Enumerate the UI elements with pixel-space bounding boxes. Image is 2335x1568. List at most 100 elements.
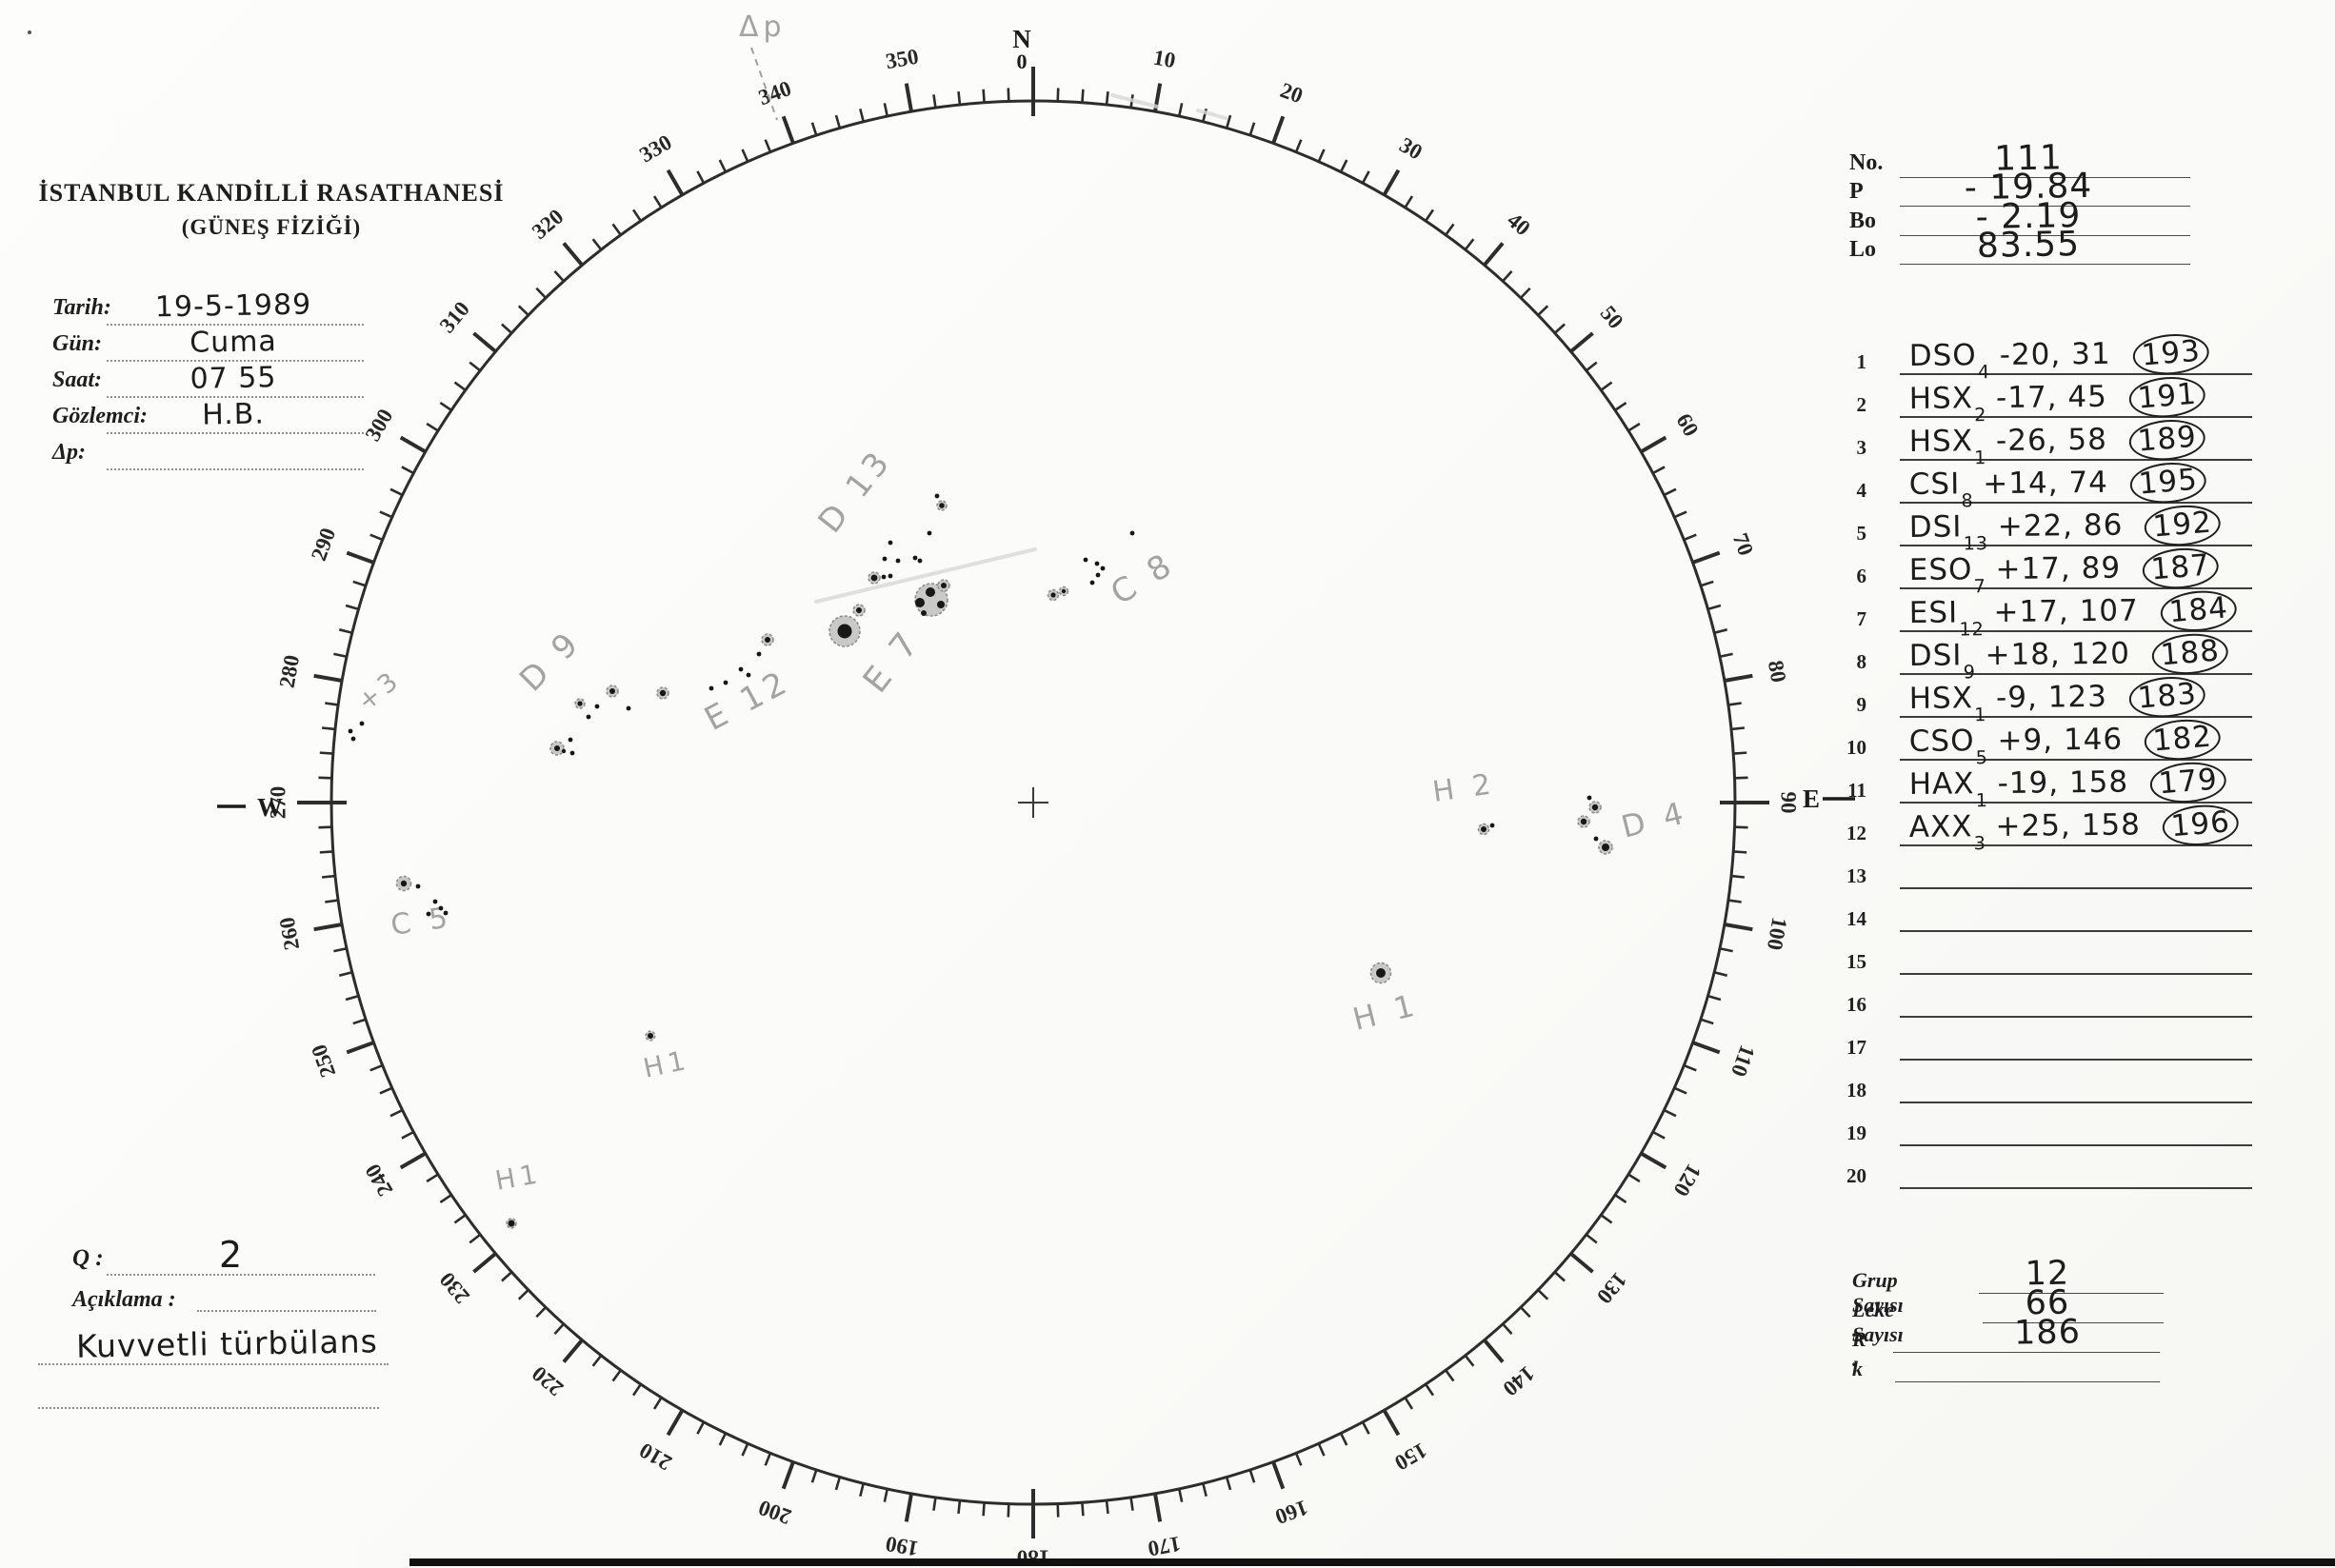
delta-p-leader-line xyxy=(750,47,778,121)
sunspot-dot-C5-2 xyxy=(438,905,444,911)
group-label-H2: H 2 xyxy=(1430,767,1497,809)
form-label-2: Saat: xyxy=(52,367,103,392)
degree-tick-184 xyxy=(982,1502,986,1517)
aciklama-rule xyxy=(197,1310,376,1312)
degree-label-250: 250 xyxy=(307,1042,340,1081)
summary-rule-0 xyxy=(1979,1293,2164,1294)
degree-tick-258 xyxy=(333,946,348,953)
degree-tick-212 xyxy=(652,1397,663,1410)
sunspot-dot-C8-3 xyxy=(1095,572,1101,578)
sunspot-dot-C5-3 xyxy=(426,911,431,917)
degree-tick-292 xyxy=(369,533,384,542)
list-row-number-8: 8 xyxy=(1856,650,1867,673)
list-row-number-12: 12 xyxy=(1846,822,1866,844)
degree-tick-110 xyxy=(1691,1041,1721,1055)
degree-tick-98 xyxy=(1727,899,1742,903)
list-row-number-15: 15 xyxy=(1846,950,1866,973)
group-label-H1-east: H 1 xyxy=(1349,986,1423,1038)
sunspot-dot-D13-8 xyxy=(888,573,893,579)
sunspot-dot-C8-1 xyxy=(1094,561,1100,566)
list-row-rule-5 xyxy=(1900,545,2252,546)
sunspot-umbra-H1-mid-0 xyxy=(648,1033,653,1039)
sunspot-umbra-D4-0 xyxy=(1591,804,1599,811)
department-name: (GÜNEŞ FİZİĞİ) xyxy=(181,215,362,239)
sunspot-umbra-H1-east-0 xyxy=(1376,968,1386,978)
pencil-streak-1 xyxy=(1110,93,1159,109)
degree-tick-232 xyxy=(469,1233,482,1244)
sunspot-dot-D9-1 xyxy=(586,714,591,720)
note-rule xyxy=(38,1363,389,1365)
degree-tick-120 xyxy=(1640,1151,1667,1170)
degree-tick-42 xyxy=(1502,270,1513,283)
list-row-rule-4 xyxy=(1900,502,2252,504)
eph-label-2: Bo xyxy=(1849,208,1877,233)
west-label: W xyxy=(257,793,283,822)
group-label-H1-west: H1 xyxy=(492,1158,544,1197)
group-label-plus3: +3 xyxy=(352,665,408,718)
degree-tick-226 xyxy=(517,1289,529,1300)
degree-tick-284 xyxy=(338,628,353,634)
degree-tick-228 xyxy=(501,1271,513,1282)
degree-label-50: 50 xyxy=(1596,301,1628,333)
sunspot-umbra-H2-0 xyxy=(1481,826,1487,832)
degree-tick-332 xyxy=(696,170,706,184)
sunspot-dot-E12-2 xyxy=(738,666,744,672)
list-row-number-20: 20 xyxy=(1846,1164,1866,1187)
degree-tick-308 xyxy=(469,361,482,372)
degree-tick-264 xyxy=(321,874,336,879)
degree-tick-56 xyxy=(1614,401,1627,411)
sunspot-umbra-E7-1 xyxy=(856,607,862,613)
sunspot-dot-D9-0 xyxy=(594,704,600,709)
sunspot-umbra-D9-4 xyxy=(561,748,567,754)
eph-label-0: No. xyxy=(1849,150,1884,175)
degree-tick-344 xyxy=(834,114,842,129)
degree-tick-240 xyxy=(399,1151,427,1170)
degree-tick-140 xyxy=(1483,1339,1505,1363)
degree-label-150: 150 xyxy=(1390,1438,1430,1475)
degree-label-230: 230 xyxy=(435,1268,474,1308)
list-row-rule-2 xyxy=(1900,416,2252,418)
degree-tick-158 xyxy=(1294,1452,1303,1466)
degree-label-310: 310 xyxy=(435,297,474,337)
degree-label-320: 320 xyxy=(528,205,568,244)
form-rule-1 xyxy=(107,360,364,362)
degree-tick-336 xyxy=(741,149,749,163)
sunspot-umbra-E7-4 xyxy=(915,598,925,607)
degree-label-220: 220 xyxy=(528,1361,568,1400)
eph-rule-1 xyxy=(1900,206,2190,207)
list-row-rule-17 xyxy=(1900,1059,2252,1061)
degree-tick-340 xyxy=(781,115,795,145)
pencil-streak-0 xyxy=(814,547,1037,604)
extra-rule xyxy=(38,1407,379,1409)
sunspot-umbra-D4-1 xyxy=(1580,818,1587,825)
sunspot-umbra-C8-0 xyxy=(1050,592,1056,598)
degree-tick-132 xyxy=(1553,1271,1566,1282)
degree-label-300: 300 xyxy=(361,405,398,445)
sunspot-umbra-C5-0 xyxy=(400,880,408,887)
list-row-rule-12 xyxy=(1900,844,2252,846)
list-row-number-18: 18 xyxy=(1846,1079,1866,1102)
sunspot-dot-plus3-1 xyxy=(359,721,365,726)
sunspot-dot-E12-3 xyxy=(746,672,751,678)
degree-tick-190 xyxy=(904,1493,913,1522)
list-row-rule-9 xyxy=(1900,716,2252,718)
degree-tick-16 xyxy=(1225,114,1232,129)
group-label-C8: C 8 xyxy=(1105,545,1183,613)
degree-tick-176 xyxy=(1081,1502,1085,1517)
eph-rule-2 xyxy=(1900,235,2190,236)
list-row-number-14: 14 xyxy=(1846,907,1866,930)
degree-tick-324 xyxy=(611,223,622,236)
sunspot-dot-D4-1 xyxy=(1587,795,1592,801)
degree-tick-134 xyxy=(1537,1289,1549,1300)
sunspot-dot-D13-6 xyxy=(917,558,923,564)
sunspot-dot-C5-4 xyxy=(443,910,449,916)
degree-tick-104 xyxy=(1713,971,1728,977)
degree-tick-150 xyxy=(1382,1409,1401,1437)
form-label-3: Gözlemci: xyxy=(52,404,148,428)
degree-tick-44 xyxy=(1520,287,1531,299)
list-row-number-13: 13 xyxy=(1846,864,1866,887)
degree-tick-100 xyxy=(1724,923,1753,932)
list-row-number-6: 6 xyxy=(1856,565,1867,587)
sunspot-umbra-C8-1 xyxy=(1061,588,1067,594)
form-label-0: Tarih: xyxy=(52,295,111,320)
